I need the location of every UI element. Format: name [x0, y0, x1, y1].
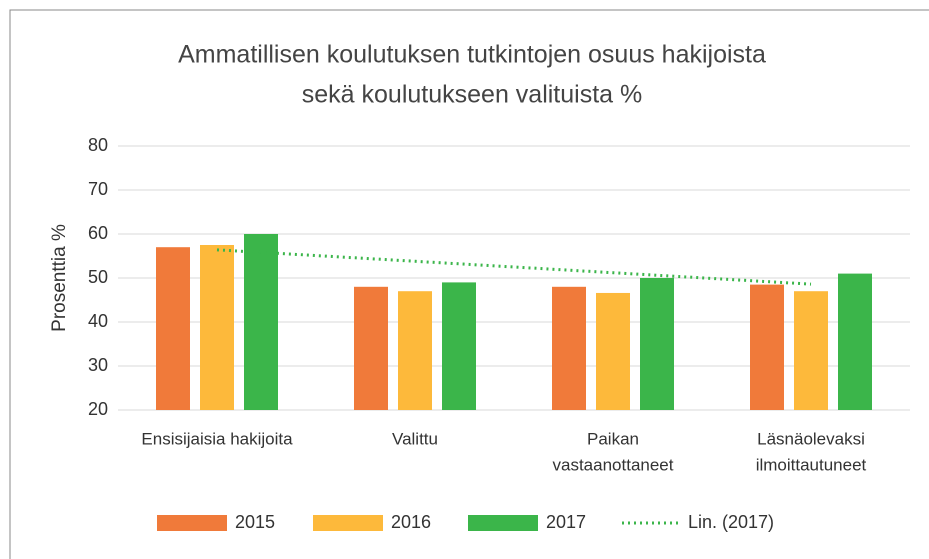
- bar: [244, 234, 278, 410]
- bar: [156, 247, 190, 410]
- legend-label: 2017: [546, 512, 586, 532]
- chart-title: Ammatillisen koulutuksen tutkintojen osu…: [178, 41, 766, 69]
- bar: [750, 284, 784, 410]
- y-axis-label: Prosenttia %: [49, 224, 70, 332]
- trend-line: [216, 248, 812, 286]
- bar: [838, 273, 872, 410]
- legend-swatch: [468, 515, 538, 531]
- legend-label: Lin. (2017): [688, 512, 774, 532]
- chart-title: sekä koulutukseen valituista %: [302, 81, 642, 109]
- y-tick-label: 80: [88, 135, 108, 155]
- bar: [794, 291, 828, 410]
- y-tick-label: 20: [88, 399, 108, 419]
- x-tick-label: vastaanottaneet: [553, 455, 674, 474]
- y-tick-label: 60: [88, 223, 108, 243]
- bar: [200, 245, 234, 410]
- bar: [596, 292, 630, 410]
- legend-swatch: [157, 515, 227, 531]
- y-tick-label: 70: [88, 179, 108, 199]
- bar: [354, 286, 388, 410]
- bar: [640, 278, 674, 410]
- bar: [442, 282, 476, 410]
- x-tick-label: Ensisijaisia hakijoita: [141, 429, 293, 448]
- frame: [9, 9, 929, 559]
- bar: [552, 286, 586, 410]
- legend-label: 2016: [391, 512, 431, 532]
- x-tick-label: Paikan: [587, 429, 639, 448]
- y-tick-label: 50: [88, 267, 108, 287]
- x-tick-label: ilmoittautuneet: [756, 455, 867, 474]
- legend-swatch: [313, 515, 383, 531]
- x-tick-label: Valittu: [392, 429, 438, 448]
- y-tick-label: 40: [88, 311, 108, 331]
- bar: [398, 291, 432, 410]
- x-tick-label: Läsnäolevaksi: [757, 429, 865, 448]
- legend-label: 2015: [235, 512, 275, 532]
- y-tick-label: 30: [88, 355, 108, 375]
